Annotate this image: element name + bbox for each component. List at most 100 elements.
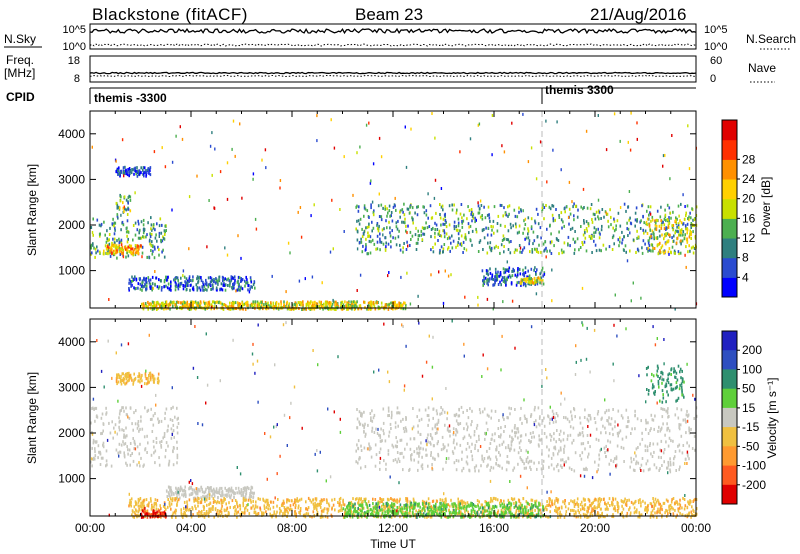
- data-cell: [483, 407, 486, 411]
- data-cell: [241, 304, 243, 308]
- data-cell: [236, 502, 238, 506]
- data-cell: [379, 237, 381, 241]
- data-cell: [105, 247, 108, 251]
- data-cell: [370, 206, 372, 210]
- data-cell: [139, 504, 142, 508]
- data-cell: [167, 428, 169, 432]
- data-cell: [438, 229, 441, 233]
- data-cell: [126, 379, 129, 383]
- data-cell: [137, 170, 140, 174]
- data-cell: [355, 449, 357, 453]
- data-cell: [639, 227, 642, 230]
- data-cell: [504, 211, 507, 215]
- data-cell: [119, 450, 122, 454]
- data-cell: [93, 457, 96, 461]
- data-cell: [147, 376, 149, 380]
- data-cell: [656, 236, 659, 239]
- data-cell: [119, 253, 122, 256]
- data-cell: [220, 282, 223, 286]
- data-cell: [441, 408, 444, 412]
- data-cell: [525, 513, 527, 517]
- data-cell: [518, 441, 521, 445]
- data-cell: [679, 465, 681, 469]
- freq-unit: [MHz]: [4, 66, 35, 80]
- data-cell: [426, 436, 429, 440]
- data-cell: [176, 500, 179, 504]
- data-cell: [196, 286, 199, 290]
- data-cell: [525, 277, 527, 281]
- data-cell: [143, 170, 145, 174]
- data-cell: [134, 251, 137, 255]
- data-cell: [644, 444, 647, 448]
- data-cell: [150, 249, 152, 252]
- data-cell: [567, 242, 569, 246]
- data-cell: [247, 284, 249, 288]
- data-cell: [210, 277, 213, 281]
- data-cell: [188, 308, 191, 311]
- data-cell: [542, 242, 545, 246]
- data-cell: [671, 236, 673, 240]
- data-cell: [242, 495, 245, 499]
- data-cell: [488, 455, 490, 459]
- noise-cell: [370, 179, 372, 183]
- data-cell: [499, 280, 501, 284]
- data-cell: [125, 426, 127, 430]
- data-cell: [649, 444, 651, 447]
- nsky-trace: [89, 27, 697, 35]
- data-cell: [448, 204, 451, 208]
- data-cell: [140, 415, 142, 419]
- data-cell: [209, 276, 212, 280]
- data-cell: [392, 236, 394, 240]
- data-cell: [615, 227, 617, 231]
- data-cell: [158, 231, 161, 235]
- data-cell: [552, 219, 555, 223]
- data-cell: [679, 251, 682, 255]
- data-cell: [140, 244, 142, 248]
- data-cell: [405, 248, 408, 251]
- data-cell: [495, 455, 497, 459]
- data-cell: [139, 282, 142, 286]
- data-cell: [587, 455, 589, 459]
- data-cell: [156, 498, 159, 502]
- data-cell: [121, 246, 124, 250]
- noise-cell: [571, 200, 573, 204]
- data-cell: [398, 304, 401, 308]
- data-cell: [664, 208, 666, 212]
- noise-cell: [636, 137, 638, 141]
- data-cell: [355, 205, 357, 209]
- data-cell: [370, 455, 373, 459]
- data-cell: [435, 211, 437, 215]
- data-cell: [538, 461, 540, 465]
- data-cell: [403, 430, 406, 434]
- data-cell: [99, 232, 101, 236]
- noise-cell: [629, 231, 631, 235]
- data-cell: [475, 464, 478, 468]
- data-cell: [131, 168, 133, 171]
- data-cell: [397, 219, 399, 223]
- data-cell: [278, 302, 280, 306]
- data-cell: [607, 507, 609, 511]
- data-cell: [616, 219, 619, 223]
- data-cell: [198, 305, 200, 309]
- data-cell: [366, 209, 369, 213]
- data-cell: [576, 237, 579, 241]
- data-cell: [466, 462, 469, 466]
- noise-cell: [210, 305, 213, 309]
- data-cell: [427, 440, 429, 444]
- data-cell: [597, 463, 600, 467]
- data-cell: [169, 488, 171, 492]
- data-cell: [639, 467, 641, 470]
- data-cell: [138, 452, 141, 456]
- data-cell: [498, 274, 501, 278]
- data-cell: [632, 468, 635, 472]
- data-cell: [395, 436, 397, 440]
- data-cell: [299, 512, 301, 516]
- data-cell: [482, 279, 484, 283]
- data-cell: [137, 251, 139, 255]
- data-cell: [391, 443, 394, 447]
- data-cell: [517, 430, 520, 434]
- data-cell: [244, 284, 246, 288]
- data-cell: [490, 409, 493, 413]
- data-cell: [429, 433, 432, 436]
- data-cell: [91, 446, 93, 450]
